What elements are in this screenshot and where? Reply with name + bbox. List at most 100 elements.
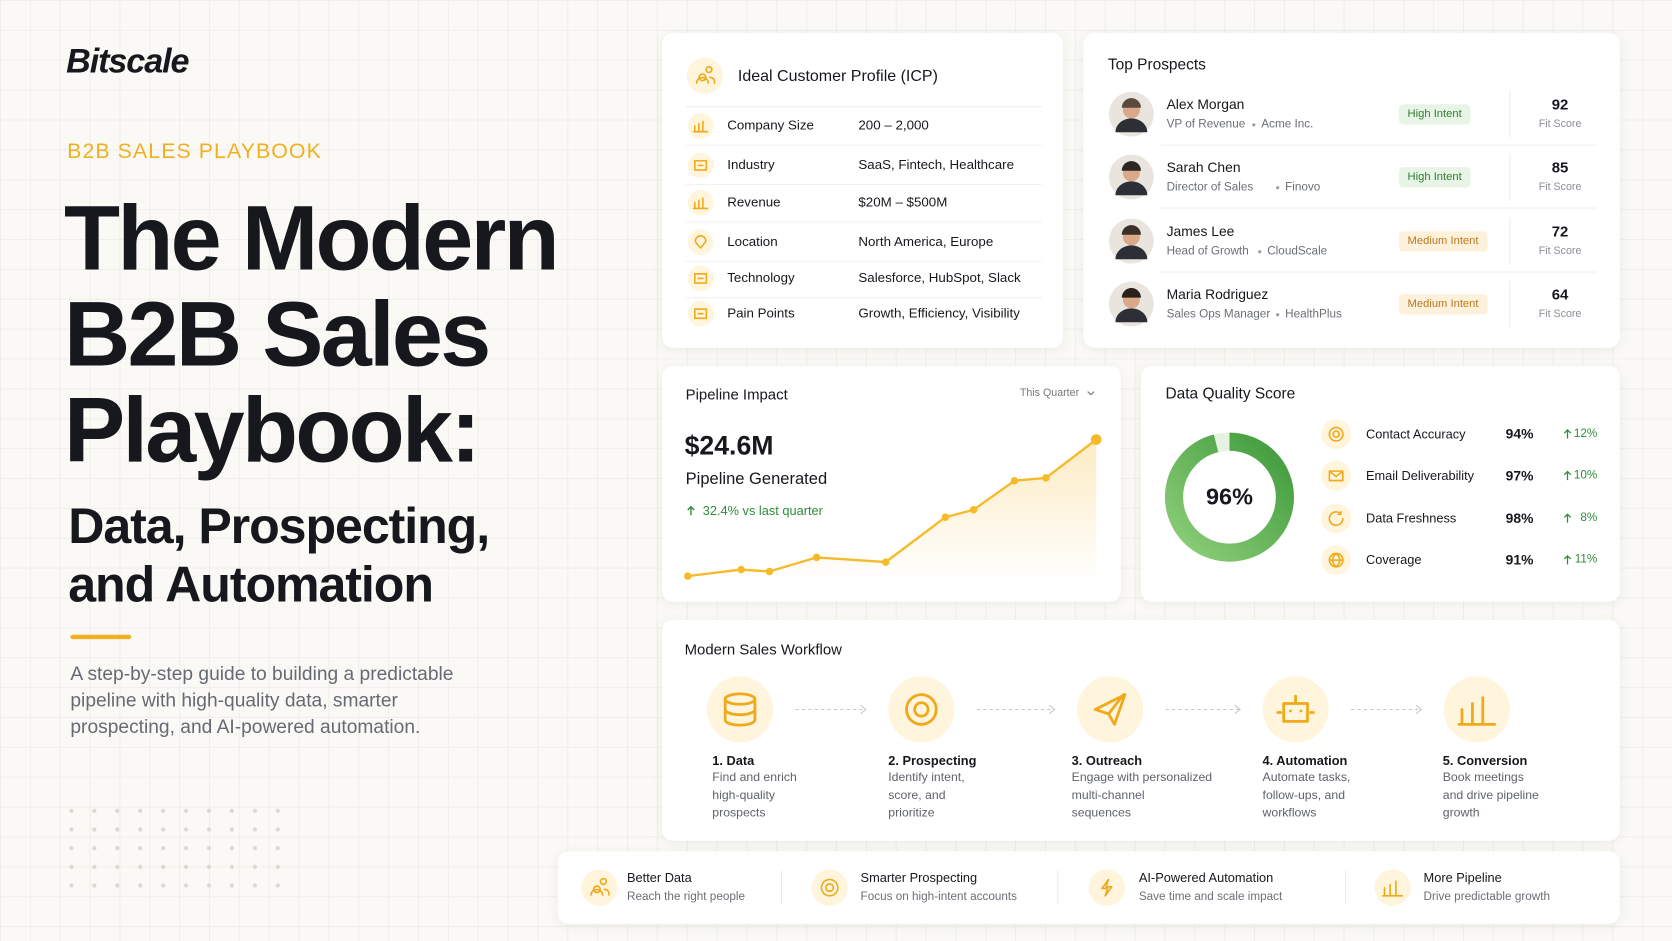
icon-bg xyxy=(687,113,714,139)
dot xyxy=(115,846,120,851)
step-text: follow-ups, and xyxy=(1262,789,1346,802)
hero-subtitle: Data, Prospecting, xyxy=(68,496,490,554)
fit-score: 85 xyxy=(1551,158,1569,176)
dot xyxy=(69,883,74,888)
dot xyxy=(115,864,120,869)
icon xyxy=(1328,426,1344,442)
icon xyxy=(1328,510,1344,527)
step-text: and drive pipeline xyxy=(1442,789,1539,802)
pipeline-amount: $24.6M xyxy=(684,431,774,461)
dot xyxy=(206,864,212,869)
icon xyxy=(694,159,708,171)
dot xyxy=(183,808,189,813)
fit-score-label: Fit Score xyxy=(1538,181,1582,194)
hero-title: B2B Sales xyxy=(63,283,491,386)
dot xyxy=(69,864,74,869)
benefit-title: Smarter Prospecting xyxy=(860,870,978,886)
dot xyxy=(161,883,166,888)
point xyxy=(684,572,692,580)
icon xyxy=(723,692,757,727)
dot xyxy=(115,808,120,813)
card-title: Pipeline Impact xyxy=(685,385,788,403)
metric-value: 98% xyxy=(1505,510,1534,527)
dot xyxy=(161,808,166,813)
metric-value: 97% xyxy=(1505,467,1534,484)
icp-label: Technology xyxy=(727,270,795,286)
dot xyxy=(138,883,143,888)
data-quality-card xyxy=(1140,365,1620,602)
kicker: B2B SALES PLAYBOOK xyxy=(67,139,322,164)
benefit-text: Reach the right people xyxy=(627,890,746,904)
accent-bar xyxy=(70,634,132,640)
icon-bg xyxy=(1374,869,1411,906)
icon-bg xyxy=(888,676,955,743)
fit-score: 72 xyxy=(1551,222,1569,240)
step-title: 5. Conversion xyxy=(1442,753,1528,768)
dot xyxy=(115,827,120,832)
dot xyxy=(161,846,166,851)
icon-bg xyxy=(1076,676,1144,743)
up-arrow xyxy=(1563,470,1572,481)
icp-label: Revenue xyxy=(727,194,781,210)
icp-value: North America, Europe xyxy=(858,234,994,250)
hero-description: prospecting, and AI-powered automation. xyxy=(70,716,421,738)
dot xyxy=(206,883,212,888)
benefit-text: Save time and scale impact xyxy=(1138,890,1283,904)
metric-value: 91% xyxy=(1505,551,1534,568)
icon-bg xyxy=(687,229,714,255)
dot xyxy=(161,864,166,869)
avatar-hair xyxy=(1121,288,1141,298)
connector-head xyxy=(860,704,867,715)
icon xyxy=(905,693,938,726)
hero-description: pipeline with high-quality data, smarter xyxy=(70,689,398,711)
metric-name: Data Freshness xyxy=(1365,510,1457,526)
dot xyxy=(206,827,212,832)
benefit-title: More Pipeline xyxy=(1423,870,1502,886)
icon xyxy=(1328,470,1344,482)
icon xyxy=(1276,694,1315,723)
avatar-hair xyxy=(1121,98,1141,108)
icp-value: $20M – $500M xyxy=(858,194,948,210)
hero-description: A step-by-step guide to building a predi… xyxy=(70,662,454,685)
fit-score: 92 xyxy=(1551,95,1569,113)
icon-bg xyxy=(811,869,848,906)
dot xyxy=(206,808,212,813)
avatar-hair xyxy=(1121,161,1141,171)
icon xyxy=(1382,880,1404,897)
up-arrow xyxy=(1563,429,1572,439)
benefit-title: Better Data xyxy=(627,870,692,886)
dot xyxy=(115,883,120,888)
dot xyxy=(92,808,97,813)
step-text: prioritize xyxy=(888,806,935,820)
step-text: growth xyxy=(1442,806,1480,820)
point xyxy=(941,513,950,521)
dot xyxy=(229,846,235,851)
dot xyxy=(92,827,97,832)
icon xyxy=(590,877,610,896)
avatar-body xyxy=(1115,308,1148,323)
metric-change: 12% xyxy=(1573,427,1598,440)
icon-bg xyxy=(1321,503,1352,534)
avatar-hair xyxy=(1121,225,1141,235)
step-text: Engage with personalized xyxy=(1071,771,1213,785)
step-text: Find and enrich xyxy=(712,771,797,785)
metric-name: Coverage xyxy=(1365,552,1422,568)
fit-score: 64 xyxy=(1551,285,1569,303)
dot xyxy=(275,827,280,832)
dot xyxy=(275,846,280,851)
icp-label: Pain Points xyxy=(727,305,795,321)
step-text: Identify intent, xyxy=(888,771,965,785)
icon xyxy=(1101,878,1113,897)
avatar-body xyxy=(1115,118,1148,133)
step-title: 2. Prospecting xyxy=(888,753,977,768)
icon xyxy=(1328,552,1344,568)
dot xyxy=(161,827,166,832)
connector-head xyxy=(1048,704,1056,715)
prospect-company: Acme Inc. xyxy=(1261,117,1314,131)
icon xyxy=(1093,693,1127,726)
donut-arc xyxy=(1164,432,1294,562)
dot xyxy=(138,846,143,851)
benefit-text: Focus on high-intent accounts xyxy=(860,890,1018,904)
